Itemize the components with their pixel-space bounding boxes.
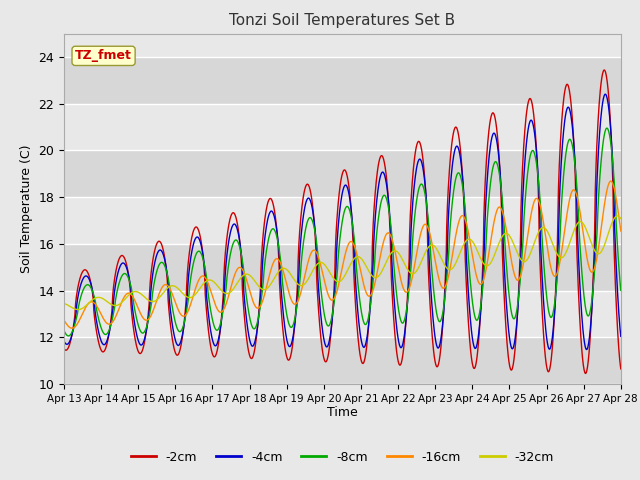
-16cm <box>60 317 68 323</box>
Title: Tonzi Soil Temperatures Set B: Tonzi Soil Temperatures Set B <box>229 13 456 28</box>
-4cm <box>429 312 436 318</box>
-4cm <box>617 334 625 339</box>
-8cm <box>429 282 437 288</box>
-4cm <box>583 347 591 352</box>
-32cm <box>60 300 68 306</box>
-16cm <box>171 298 179 303</box>
-8cm <box>502 255 509 261</box>
-4cm <box>246 339 254 345</box>
-8cm <box>60 327 68 333</box>
X-axis label: Time: Time <box>327 407 358 420</box>
-2cm <box>551 308 559 314</box>
-4cm <box>170 333 178 339</box>
-8cm <box>603 125 611 131</box>
-16cm <box>617 228 625 234</box>
Line: -8cm: -8cm <box>64 128 621 336</box>
Line: -32cm: -32cm <box>64 216 621 310</box>
Bar <box>64 150 621 197</box>
-16cm <box>184 308 192 313</box>
-2cm <box>246 354 254 360</box>
Line: -4cm: -4cm <box>64 94 621 349</box>
-32cm <box>171 283 179 289</box>
-2cm <box>429 340 436 346</box>
Bar <box>64 244 621 290</box>
-8cm <box>551 298 559 303</box>
-8cm <box>171 317 179 323</box>
-4cm <box>60 338 68 344</box>
-8cm <box>65 333 72 339</box>
-32cm <box>502 230 509 236</box>
-16cm <box>68 325 76 331</box>
Legend: -2cm, -4cm, -8cm, -16cm, -32cm: -2cm, -4cm, -8cm, -16cm, -32cm <box>125 446 559 469</box>
Line: -16cm: -16cm <box>64 181 621 328</box>
-2cm <box>184 264 191 270</box>
-16cm <box>607 178 614 184</box>
-2cm <box>600 67 608 73</box>
-16cm <box>429 247 437 252</box>
Y-axis label: Soil Temperature (C): Soil Temperature (C) <box>20 144 33 273</box>
-32cm <box>617 216 625 222</box>
-32cm <box>429 242 437 248</box>
-32cm <box>184 295 192 300</box>
Line: -2cm: -2cm <box>64 70 621 373</box>
-4cm <box>502 286 509 292</box>
-32cm <box>551 247 559 252</box>
-16cm <box>502 224 509 230</box>
-16cm <box>551 274 559 279</box>
-2cm <box>617 366 625 372</box>
-2cm <box>502 318 509 324</box>
-32cm <box>614 213 621 219</box>
-8cm <box>184 297 192 303</box>
-32cm <box>246 273 254 279</box>
-2cm <box>170 346 178 352</box>
-4cm <box>602 91 609 97</box>
-2cm <box>582 371 589 376</box>
-32cm <box>74 307 82 312</box>
Bar <box>64 57 621 104</box>
Bar <box>64 337 621 384</box>
-4cm <box>184 283 191 289</box>
Text: TZ_fmet: TZ_fmet <box>75 49 132 62</box>
-4cm <box>551 309 559 315</box>
-8cm <box>617 288 625 293</box>
-8cm <box>246 318 254 324</box>
-16cm <box>246 291 254 297</box>
-2cm <box>60 346 68 351</box>
